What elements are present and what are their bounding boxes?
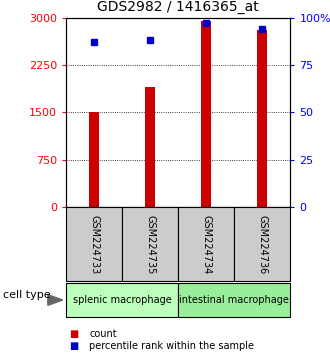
Text: splenic macrophage: splenic macrophage bbox=[73, 295, 172, 305]
Text: count: count bbox=[89, 329, 117, 339]
Bar bbox=[89, 113, 99, 207]
Title: GDS2982 / 1416365_at: GDS2982 / 1416365_at bbox=[97, 0, 259, 14]
Text: ■: ■ bbox=[69, 341, 79, 351]
Text: GSM224736: GSM224736 bbox=[257, 215, 267, 274]
Text: GSM224733: GSM224733 bbox=[89, 215, 99, 274]
Bar bbox=[145, 87, 155, 207]
Text: intestinal macrophage: intestinal macrophage bbox=[180, 295, 289, 305]
Text: percentile rank within the sample: percentile rank within the sample bbox=[89, 341, 254, 351]
Bar bbox=[201, 21, 211, 207]
Bar bbox=[257, 30, 267, 207]
Text: cell type: cell type bbox=[3, 290, 51, 300]
Text: GSM224735: GSM224735 bbox=[145, 215, 155, 274]
Text: ■: ■ bbox=[69, 329, 79, 339]
Text: GSM224734: GSM224734 bbox=[201, 215, 211, 274]
